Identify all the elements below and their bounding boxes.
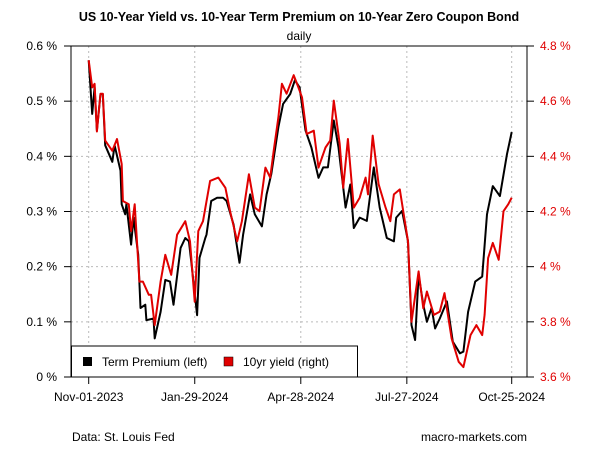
10yr-yield-line [87,60,513,369]
right-tick-label: 3.8 % [540,315,571,329]
right-tick-label: 4.4 % [540,149,571,163]
right-tick-label: 4 % [540,260,561,274]
right-tick-label: 4.2 % [540,205,571,219]
grid [71,46,527,377]
x-tick-label: Jan-29-2024 [161,390,229,404]
left-tick-label: 0 % [36,370,57,384]
chart-title: US 10-Year Yield vs. 10-Year Term Premiu… [79,10,519,24]
legend-label-10yr-yield: 10yr yield (right) [243,355,329,369]
legend-box [71,345,358,378]
right-tick-label: 4.6 % [540,94,571,108]
legend-swatch-term-premium [83,357,92,366]
legend: Term Premium (left) 10yr yield (right) [71,345,358,378]
axes: 0 % 0.1 % 0.2 % 0.3 % 0.4 % 0.5 % 0.6 % 3.6 % 3.… [26,39,571,404]
chart-subtitle: daily [287,29,312,43]
left-tick-label: 0.5 % [26,94,57,108]
series-lines [87,60,513,369]
left-tick-label: 0.3 % [26,205,57,219]
plot-frame [70,45,528,378]
right-tick-label: 3.6 % [540,370,571,384]
x-tick-label: Apr-28-2024 [267,390,334,404]
x-tick-label: Oct-25-2024 [478,390,545,404]
footer-site: macro-markets.com [421,430,527,444]
footer-source: Data: St. Louis Fed [72,430,175,444]
left-tick-label: 0.1 % [26,315,57,329]
legend-label-term-premium: Term Premium (left) [102,355,207,369]
left-tick-label: 0.4 % [26,149,57,163]
x-tick-label: Nov-01-2023 [54,390,124,404]
x-tick-label: Jul-27-2024 [375,390,439,404]
right-tick-label: 4.8 % [540,39,571,53]
left-tick-label: 0.2 % [26,260,57,274]
legend-swatch-10yr-yield [223,356,234,367]
left-tick-label: 0.6 % [26,39,57,53]
